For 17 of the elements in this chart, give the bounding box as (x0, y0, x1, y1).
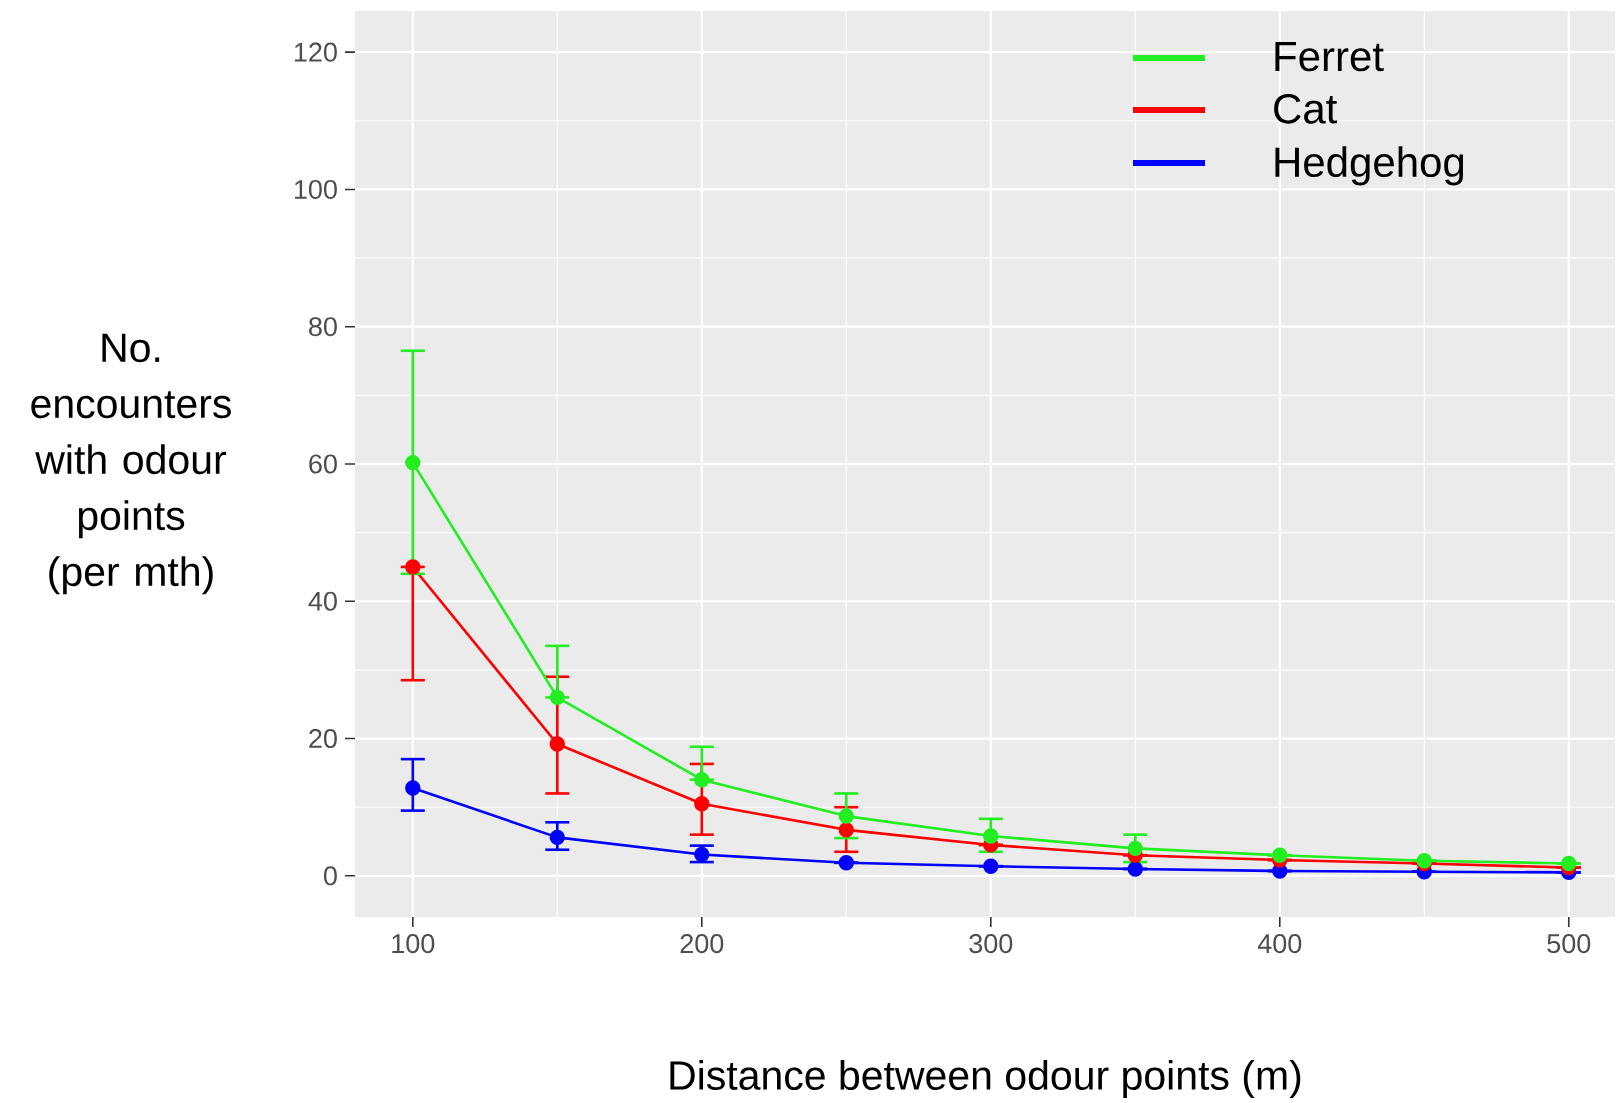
x-axis-title: Distance between odour points (m) (670, 1059, 1301, 1099)
legend-label: Ferret (1275, 42, 1384, 72)
x-tick-label: 300 (969, 934, 1013, 954)
y-tick-label: 0 (323, 866, 337, 886)
legend-label: Hedgehog (1275, 146, 1464, 186)
y-tick-label: 120 (294, 42, 337, 62)
y-tick-label: 60 (309, 454, 337, 474)
x-tick-label: 500 (1547, 934, 1591, 954)
y-tick-label: 80 (309, 317, 337, 337)
y-tick-label: 100 (294, 179, 337, 199)
y-tick-label: 40 (308, 591, 337, 611)
x-tick-label: 100 (392, 934, 435, 954)
legend-label: Cat (1274, 93, 1338, 124)
x-tick-label: 400 (1257, 934, 1302, 954)
y-tick-label: 20 (309, 728, 337, 749)
x-tick-label: 200 (680, 934, 724, 954)
y-axis-title: No. encounters with odour points (per mth) (31, 333, 231, 595)
